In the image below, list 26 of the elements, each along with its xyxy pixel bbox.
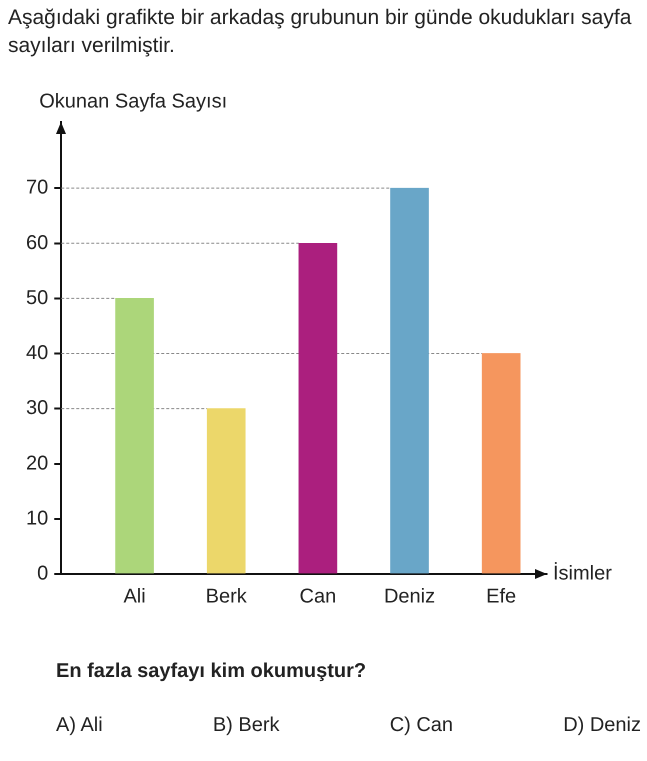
x-tick-label: Ali <box>123 586 146 608</box>
text: D) Deniz <box>563 714 641 737</box>
y-tick-label: 40 <box>26 342 48 364</box>
y-tick-label: 60 <box>26 232 48 254</box>
bar <box>206 408 246 574</box>
x-tick-label: Can <box>300 586 336 608</box>
y-tick-label: 20 <box>26 452 48 474</box>
y-tick-label: 70 <box>26 176 48 199</box>
bar <box>298 242 338 574</box>
x-tick-label: Deniz <box>384 586 436 608</box>
text: B) Berk <box>212 714 280 737</box>
y-tick-label: 30 <box>26 397 48 420</box>
chart-title: Aşağıdaki grafikte bir arkadaş grubunun bir günde okudukları sayfa sayıları verilmiştir. <box>8 5 632 59</box>
text: A) Ali <box>56 714 103 737</box>
y-tick-label: 50 <box>26 286 48 309</box>
text: En fazla sayfayı kim okumuştur? <box>56 660 366 683</box>
y-axis-title: Okunan Sayfa Sayısı <box>39 90 228 113</box>
x-tick-label: Berk <box>206 586 248 608</box>
y-tick-label: 10 <box>26 507 48 530</box>
x-tick-label: Efe <box>486 586 516 608</box>
bar <box>482 353 521 574</box>
x-axis-title: İsimler <box>553 562 612 585</box>
bar <box>390 188 429 574</box>
text: C) Can <box>390 714 454 737</box>
y-tick-label: 0 <box>37 562 48 585</box>
bar <box>115 298 154 574</box>
